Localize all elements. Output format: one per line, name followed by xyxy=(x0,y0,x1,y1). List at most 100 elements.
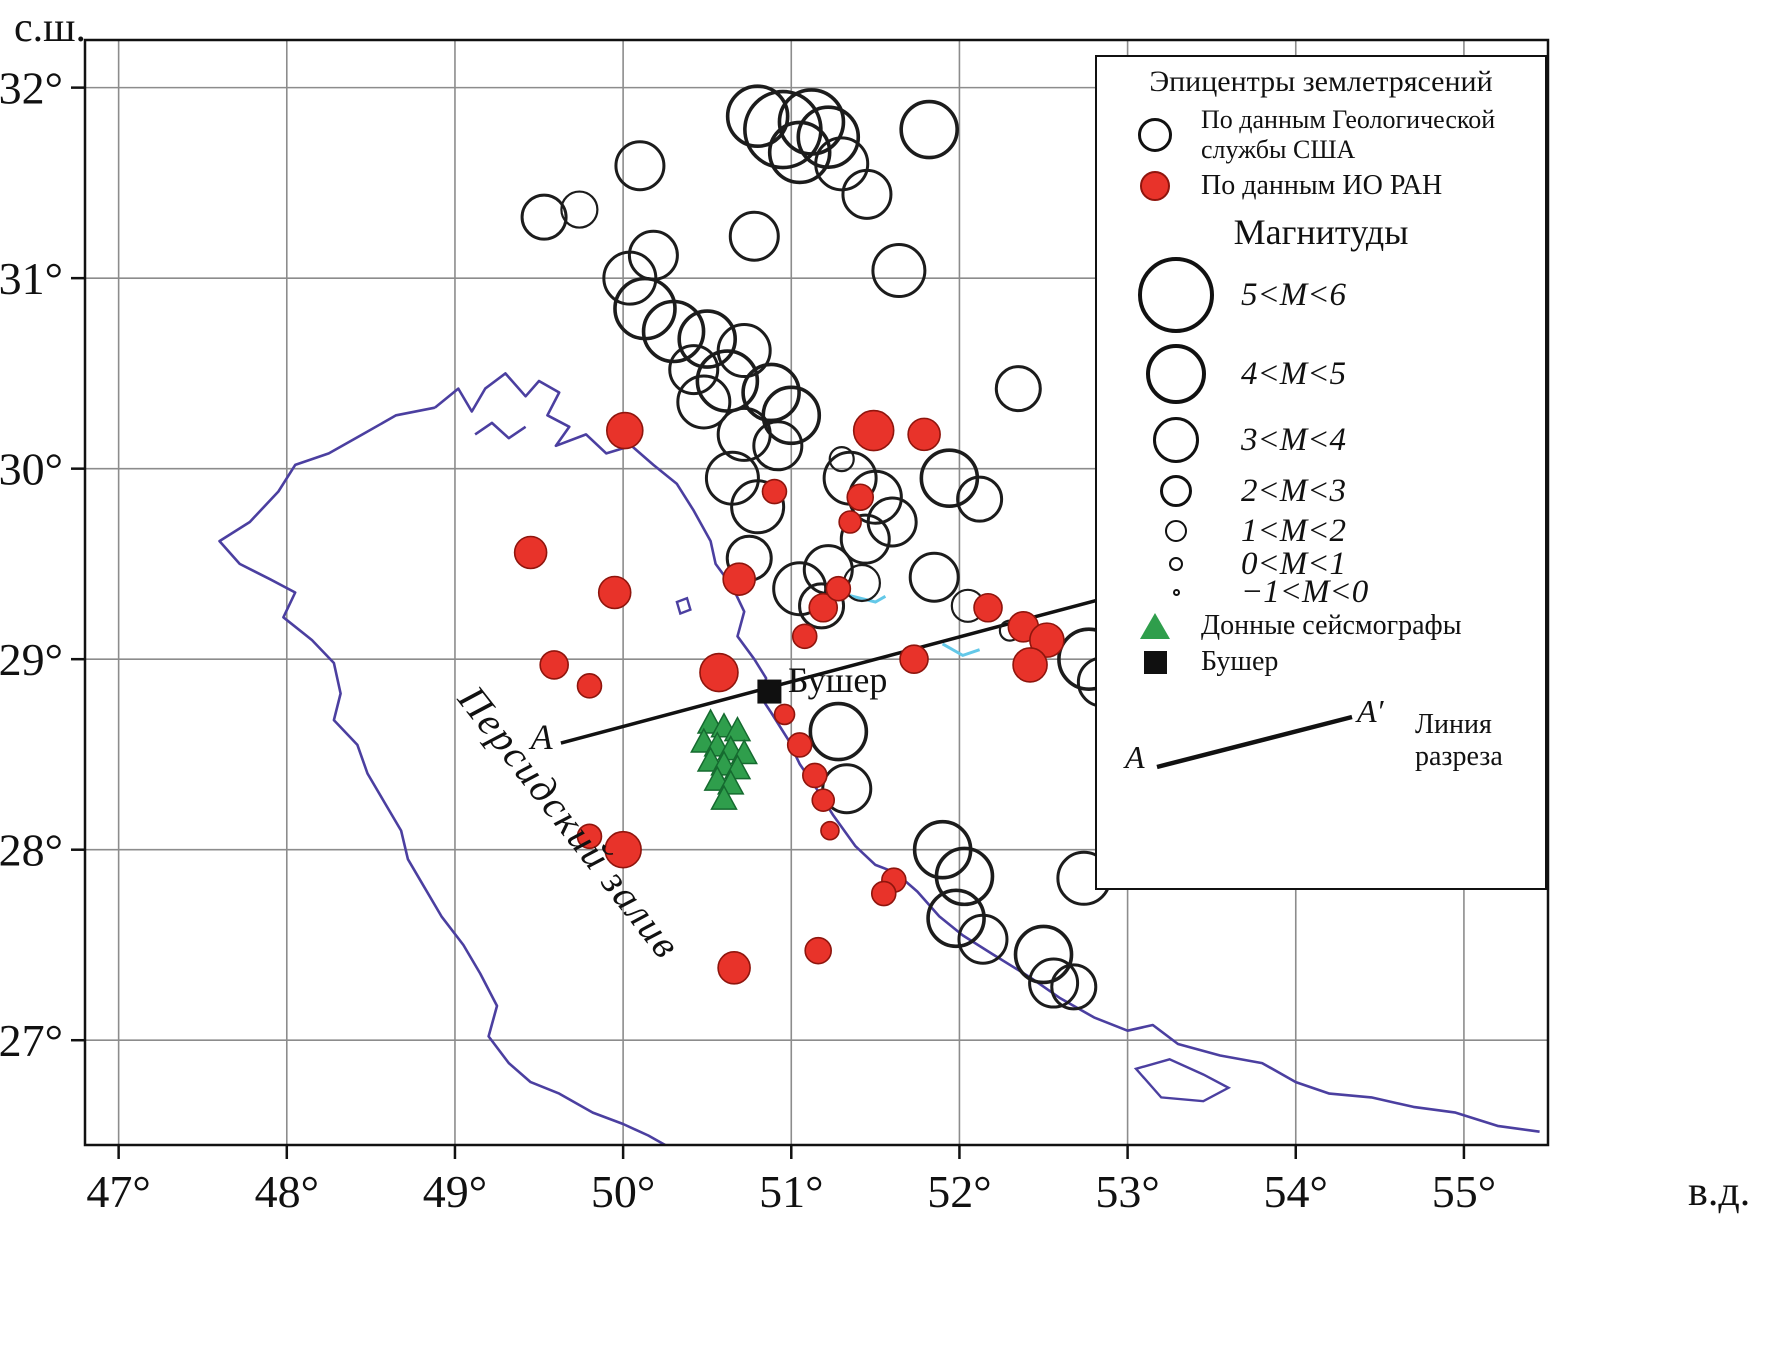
x-tick-label: 48° xyxy=(255,1166,319,1217)
usgs-epicenter xyxy=(866,496,918,548)
magnitude-row: −1<M<0 xyxy=(1111,574,1545,610)
bushehr-icon xyxy=(1123,650,1187,674)
ioran-epicenter xyxy=(870,880,897,907)
magnitude-circle-icon xyxy=(1111,557,1241,571)
magnitude-row: 4<M<5 xyxy=(1111,337,1545,411)
ioran-epicenter xyxy=(604,830,642,869)
seismograph-label: Донные сейсмографы xyxy=(1201,610,1462,641)
usgs-epicenter xyxy=(926,888,986,949)
ioran-epicenter xyxy=(786,732,813,758)
y-tick-label: 31° xyxy=(0,253,63,304)
x-axis-unit-label: в.д. xyxy=(1688,1169,1751,1215)
ioran-epicenter xyxy=(722,562,756,596)
ioran-epicenter xyxy=(838,510,862,534)
ioran-epicenter xyxy=(808,592,839,623)
magnitude-row: 1<M<2 xyxy=(1111,513,1545,549)
ioran-epicenter xyxy=(773,703,796,726)
magnitude-circle-icon xyxy=(1111,475,1241,507)
island-outline xyxy=(675,596,692,616)
legend-item-seismographs: Донные сейсмографы xyxy=(1123,611,1545,641)
section-a-map-label: A xyxy=(529,717,554,757)
section-line-label: Линия разреза xyxy=(1415,709,1503,772)
magnitude-row: 3<M<4 xyxy=(1111,411,1545,469)
map-frame xyxy=(83,38,1550,1147)
section-a-label: A xyxy=(1125,739,1145,775)
usgs-epicenter xyxy=(641,299,706,364)
usgs-epicenter xyxy=(839,513,891,565)
x-tick-label: 51° xyxy=(759,1166,823,1217)
seismograph-icon xyxy=(1123,613,1187,639)
ioran-epicenter xyxy=(1012,647,1048,683)
usgs-epicenter xyxy=(560,190,599,229)
legend-title: Эпицентры землетрясений xyxy=(1149,65,1493,98)
usgs-epicenter-label: По данным Геологической службы США xyxy=(1201,105,1496,164)
ioran-epicenter xyxy=(899,644,929,674)
legend-item-bushehr: Бушер xyxy=(1123,647,1545,677)
usgs-epicenter xyxy=(716,323,772,379)
x-tick-label: 52° xyxy=(927,1166,991,1217)
ioran-epicenter xyxy=(802,762,828,789)
magnitude-circle-icon xyxy=(1111,417,1241,463)
usgs-epicenter xyxy=(871,243,927,299)
seismograph-marker xyxy=(710,784,738,810)
x-tick-label: 54° xyxy=(1264,1166,1328,1217)
usgs-epicenter xyxy=(957,913,1009,965)
ioran-epicenter xyxy=(576,673,603,699)
usgs-epicenter xyxy=(994,365,1042,413)
y-tick-label: 29° xyxy=(0,634,63,685)
x-tick-label: 53° xyxy=(1095,1166,1159,1217)
ioran-epicenter xyxy=(1029,622,1065,658)
usgs-epicenter xyxy=(828,446,855,473)
magnitude-circle-icon xyxy=(1111,588,1241,596)
usgs-epicenter xyxy=(728,210,780,262)
usgs-epicenter xyxy=(1050,963,1098,1011)
usgs-epicenter xyxy=(520,193,568,241)
x-tick-label: 49° xyxy=(423,1166,487,1217)
usgs-epicenter xyxy=(908,551,960,603)
magnitude-row: 5<M<6 xyxy=(1111,253,1545,337)
legend-item-usgs: По данным Геологической службы США xyxy=(1123,105,1545,165)
ioran-epicenter xyxy=(804,936,832,965)
ioran-epicenter xyxy=(717,951,751,985)
usgs-epicenter xyxy=(814,136,870,192)
usgs-epicenter xyxy=(725,84,790,149)
usgs-epicenter xyxy=(934,846,995,907)
ioran-epicenter xyxy=(597,575,632,610)
y-tick-label: 28° xyxy=(0,825,63,876)
usgs-epicenter xyxy=(841,168,893,220)
y-tick-label: 32° xyxy=(0,63,63,114)
cross-section-line xyxy=(560,585,1149,745)
usgs-epicenter xyxy=(796,105,861,169)
usgs-epicenter xyxy=(956,475,1004,523)
usgs-epicenter-icon xyxy=(1123,118,1187,152)
section-line-icon xyxy=(1156,714,1353,770)
ioran-epicenter xyxy=(605,411,644,450)
usgs-epicenter xyxy=(761,385,822,446)
water-mark xyxy=(941,642,981,658)
magnitude-label: 0<M<1 xyxy=(1241,545,1347,582)
usgs-epicenter xyxy=(614,140,666,192)
seismograph-marker xyxy=(723,716,752,742)
ioran-epicenter xyxy=(576,823,603,850)
magnitude-title: Магнитуды xyxy=(1233,212,1409,252)
usgs-epicenter xyxy=(752,420,804,472)
ioran-epicenter xyxy=(820,820,840,841)
magnitude-label: −1<M<0 xyxy=(1241,573,1369,610)
coastline xyxy=(218,406,666,1147)
ioran-epicenter xyxy=(973,592,1003,623)
magnitude-scale: 5<M<6 4<M<5 3<M<4 2<M<3 1<M<2 0<M<1 −1<M<0 xyxy=(1097,253,1545,610)
ioran-epicenter-label: По данным ИО РАН xyxy=(1201,170,1443,201)
usgs-epicenter xyxy=(808,701,869,762)
usgs-epicenter xyxy=(676,374,732,430)
magnitude-label: 3<M<4 xyxy=(1241,421,1347,458)
ioran-epicenter xyxy=(791,623,818,650)
ioran-epicenter xyxy=(907,417,941,452)
x-tick-label: 55° xyxy=(1432,1166,1496,1217)
magnitude-label: 4<M<5 xyxy=(1241,355,1347,392)
x-tick-label: 50° xyxy=(591,1166,655,1217)
usgs-epicenter xyxy=(1013,924,1074,985)
magnitude-label: 1<M<2 xyxy=(1241,512,1347,549)
ioran-epicenter-icon xyxy=(1123,171,1187,201)
y-tick-label: 27° xyxy=(0,1015,63,1066)
